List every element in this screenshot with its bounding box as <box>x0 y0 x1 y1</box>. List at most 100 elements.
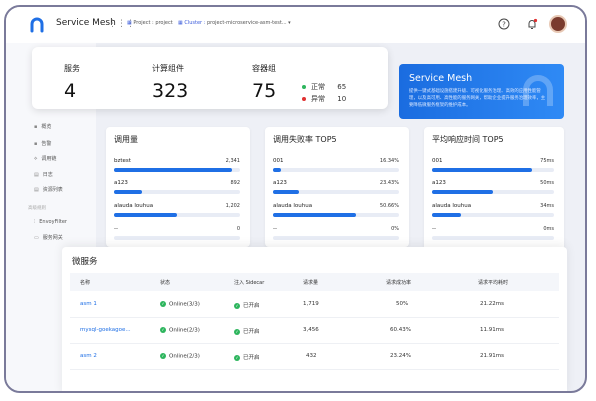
sidecar-cell: ✓ 已开启 <box>234 301 260 309</box>
normal-status-dot <box>302 85 306 89</box>
metric-value: 16.34% <box>379 158 399 164</box>
metric-name: bztest <box>114 158 131 164</box>
requests-cell: 432 <box>306 353 317 359</box>
column-header-status[interactable]: 状态 <box>160 280 171 286</box>
status-cell: ✓ Online(3/3) <box>160 301 200 308</box>
microservices-table-card: 微服务 名称 状态 注入 Sidecar 请求量 请求成功率 请求平均耗时 as… <box>62 247 567 391</box>
trace-icon: ⟡ <box>34 156 38 162</box>
service-name-link[interactable]: asm 1 <box>80 301 97 307</box>
success-rate-cell: 23.24% <box>390 353 411 359</box>
metric-bar-track <box>432 213 554 217</box>
check-circle-icon: ✓ <box>234 302 240 309</box>
metric-name: -- <box>114 226 118 232</box>
normal-count: 65 <box>337 83 347 91</box>
banner-title: Service Mesh <box>409 73 473 84</box>
column-header-name[interactable]: 名称 <box>80 280 91 286</box>
metric-name: a123 <box>432 180 446 186</box>
column-header-requests[interactable]: 请求量 <box>303 280 319 286</box>
metric-value: 34ms <box>540 203 554 209</box>
service-mesh-logo-icon <box>523 75 553 106</box>
metric-bar-fill <box>273 190 300 194</box>
sidebar-item-label: 资源列表 <box>42 187 63 193</box>
service-name-link[interactable]: asm 2 <box>80 353 97 359</box>
metric-bar-fill <box>273 168 281 172</box>
home-icon: ▪ <box>34 124 38 130</box>
sidebar-item-label: 日志 <box>42 172 53 178</box>
gateway-icon: ▭ <box>34 235 39 241</box>
project-selector[interactable]: ▦ Project : project <box>127 20 173 26</box>
cluster-value: project-microservice-asm-test... <box>206 20 287 26</box>
top-navigation-bar: Service Mesh ⋮⋮⋮ ▦ Project : project ▦ C… <box>6 7 585 43</box>
sidebar-item-alerts[interactable]: ▪ 告警 <box>34 140 51 147</box>
project-icon: ▦ <box>127 20 132 26</box>
metric-value: 1,202 <box>225 203 240 209</box>
avg-latency-cell: 21.91ms <box>480 353 504 359</box>
sidecar-text: 已开启 <box>243 355 260 361</box>
user-avatar[interactable] <box>549 15 567 33</box>
sidebar-item-label: 告警 <box>41 141 52 147</box>
filter-icon: ⫶ <box>34 219 36 225</box>
log-icon: ▤ <box>34 172 39 178</box>
components-label: 计算组件 <box>152 64 184 73</box>
column-header-avg-latency[interactable]: 请求平均耗时 <box>478 280 509 286</box>
metric-bar-fill <box>432 168 533 172</box>
check-circle-icon: ✓ <box>160 353 166 359</box>
metric-value: 75ms <box>540 158 554 164</box>
services-count[interactable]: 4 <box>64 80 77 102</box>
column-header-success-rate[interactable]: 请求成功率 <box>386 280 412 286</box>
help-icon[interactable]: ? <box>497 17 511 31</box>
success-rate-cell: 50% <box>396 301 409 307</box>
metric-bar-track <box>432 236 554 240</box>
containers-count[interactable]: 75 <box>252 80 277 102</box>
check-circle-icon: ✓ <box>160 327 166 333</box>
service-name-link[interactable]: mysql-goekagoe... <box>80 327 131 333</box>
sidebar-item-overview[interactable]: ▪ 概览 <box>34 123 51 130</box>
status-cell: ✓ Online(2/3) <box>160 327 200 334</box>
card-title: 调用失败率 TOP5 <box>273 135 337 144</box>
app-title[interactable]: Service Mesh <box>56 18 116 28</box>
service-mesh-logo-icon <box>30 17 44 33</box>
sidebar-item-logs[interactable]: ▤ 日志 <box>34 171 53 178</box>
service-mesh-banner[interactable]: Service Mesh 提供一键式基础设施搭建升级、可视化服务治理、高效的应用… <box>399 64 564 119</box>
chevron-down-icon: ▾ <box>288 20 291 26</box>
metric-name: alauda louhua <box>432 203 472 209</box>
services-label: 服务 <box>64 64 80 73</box>
normal-status-row: 正常 65 <box>302 82 346 92</box>
metric-bar-track <box>273 213 399 217</box>
sidebar-item-resources[interactable]: ▤ 资源列表 <box>34 186 63 193</box>
alert-icon: ▪ <box>34 141 38 147</box>
metric-name: a123 <box>114 180 128 186</box>
avg-latency-cell: 21.22ms <box>480 301 504 307</box>
sidebar-item-trace[interactable]: ⟡ 调用链 <box>34 155 56 162</box>
status-text: Online(2/3) <box>169 353 200 360</box>
metric-bar-fill <box>273 213 357 217</box>
requests-cell: 3,456 <box>303 327 319 333</box>
project-value: project <box>155 20 173 26</box>
sidebar-item-gateway[interactable]: ▭ 服务网关 <box>34 234 63 241</box>
summary-stats-panel: 服务 4 计算组件 323 容器组 75 正常 65 异常 10 <box>32 47 388 109</box>
containers-label: 容器组 <box>252 64 276 73</box>
components-count[interactable]: 323 <box>152 80 189 102</box>
abnormal-label: 异常 <box>311 95 325 103</box>
metric-bar-track <box>114 190 240 194</box>
cluster-selector[interactable]: ▦ Cluster : project-microservice-asm-tes… <box>178 20 291 26</box>
sidecar-text: 已开启 <box>243 303 260 309</box>
metric-name: alauda louhua <box>273 203 313 209</box>
list-icon: ▤ <box>34 187 39 193</box>
table-title: 微服务 <box>72 257 98 267</box>
notification-bell-icon[interactable] <box>525 17 539 31</box>
metric-bar-track <box>273 168 399 172</box>
metric-name: 001 <box>273 158 284 164</box>
sidebar-item-label: 服务网关 <box>42 235 63 241</box>
sidebar-item-label: 调用链 <box>41 156 57 162</box>
sidebar-item-label: 概览 <box>41 124 52 130</box>
check-circle-icon: ✓ <box>160 301 166 307</box>
column-header-sidecar[interactable]: 注入 Sidecar <box>234 280 265 286</box>
status-cell: ✓ Online(2/3) <box>160 353 200 360</box>
abnormal-status-row: 异常 10 <box>302 94 346 104</box>
metric-value: 2,341 <box>225 158 240 164</box>
apps-grid-icon[interactable]: ⋮⋮⋮ <box>108 19 135 29</box>
table-header-row: 名称 状态 注入 Sidecar 请求量 请求成功率 请求平均耗时 <box>70 273 559 291</box>
metric-bar-track <box>114 236 240 240</box>
sidebar-item-envoyfilter[interactable]: ⫶ EnvoyFilter <box>34 219 67 225</box>
